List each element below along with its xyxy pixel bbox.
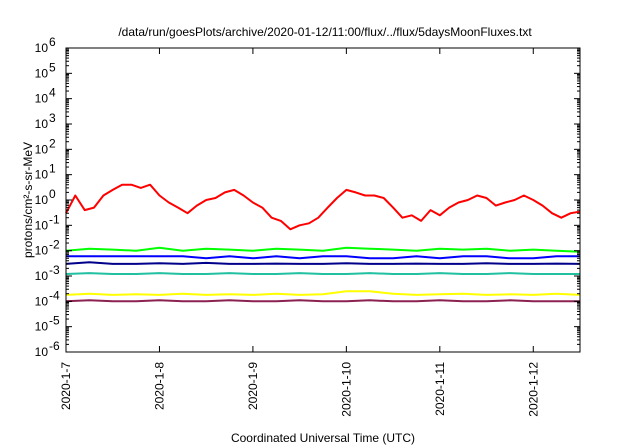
y-tick-exponent: -2 [49, 238, 60, 252]
series-line [66, 255, 580, 260]
x-tick-label: 2020-1-9 [246, 362, 260, 410]
y-tick-exponent: 2 [49, 136, 56, 150]
y-tick-exponent: 5 [49, 60, 56, 74]
x-tick-label: 2020-1-11 [433, 362, 447, 416]
plot-frame [65, 47, 581, 353]
x-tick-label: 2020-1-12 [526, 362, 540, 417]
y-tick-exponent: 4 [49, 86, 56, 100]
y-tick-exponent: 6 [49, 35, 56, 49]
y-tick-label: 10 [35, 320, 49, 334]
series-line [65, 290, 581, 296]
y-tick-exponent: 1 [49, 162, 56, 176]
series-line [65, 246, 581, 253]
y-tick-label: 10 [35, 193, 49, 207]
y-tick-exponent: -3 [49, 263, 60, 277]
y-tick-label: 10 [35, 92, 49, 106]
x-axis: 2020-1-7 2020-1-8 2020-1-9 2020-1-10 2020-1-… [59, 48, 540, 417]
series-line [65, 272, 580, 275]
plot-lines [65, 183, 581, 303]
series-line [65, 299, 580, 303]
series-line [65, 261, 581, 265]
y-tick-label: 10 [35, 142, 49, 156]
y-tick-exponent: 3 [49, 111, 56, 125]
series-line [65, 183, 581, 231]
y-tick-label: 10 [35, 66, 49, 80]
y-tick-label: 10 [35, 269, 49, 283]
y-tick-label: 10 [35, 41, 49, 55]
y-tick-exponent: -4 [49, 288, 60, 302]
y-axis: 10 -610 -510 -410 -310 -210 -110 010 110 210 310 41… [35, 35, 580, 359]
x-axis-label: Coordinated Universal Time (UTC) [231, 431, 415, 445]
y-tick-exponent: -1 [49, 212, 60, 226]
y-tick-label: 10 [35, 218, 49, 232]
x-tick-label: 2020-1-10 [339, 362, 353, 417]
y-tick-exponent: -5 [49, 314, 60, 328]
x-tick-label: 2020-1-7 [59, 362, 73, 410]
y-tick-exponent: -6 [49, 339, 60, 353]
y-axis-label: protons/cm²-s-sr-MeV [21, 142, 35, 258]
x-tick-label: 2020-1-8 [152, 362, 166, 410]
y-tick-label: 10 [35, 168, 49, 182]
y-tick-exponent: 0 [49, 187, 56, 201]
y-tick-label: 10 [35, 345, 49, 359]
chart-title: /data/run/goesPlots/archive/2020-01-12/1… [118, 25, 532, 39]
y-tick-label: 10 [35, 117, 49, 131]
y-tick-label: 10 [35, 244, 49, 258]
y-tick-label: 10 [35, 294, 49, 308]
